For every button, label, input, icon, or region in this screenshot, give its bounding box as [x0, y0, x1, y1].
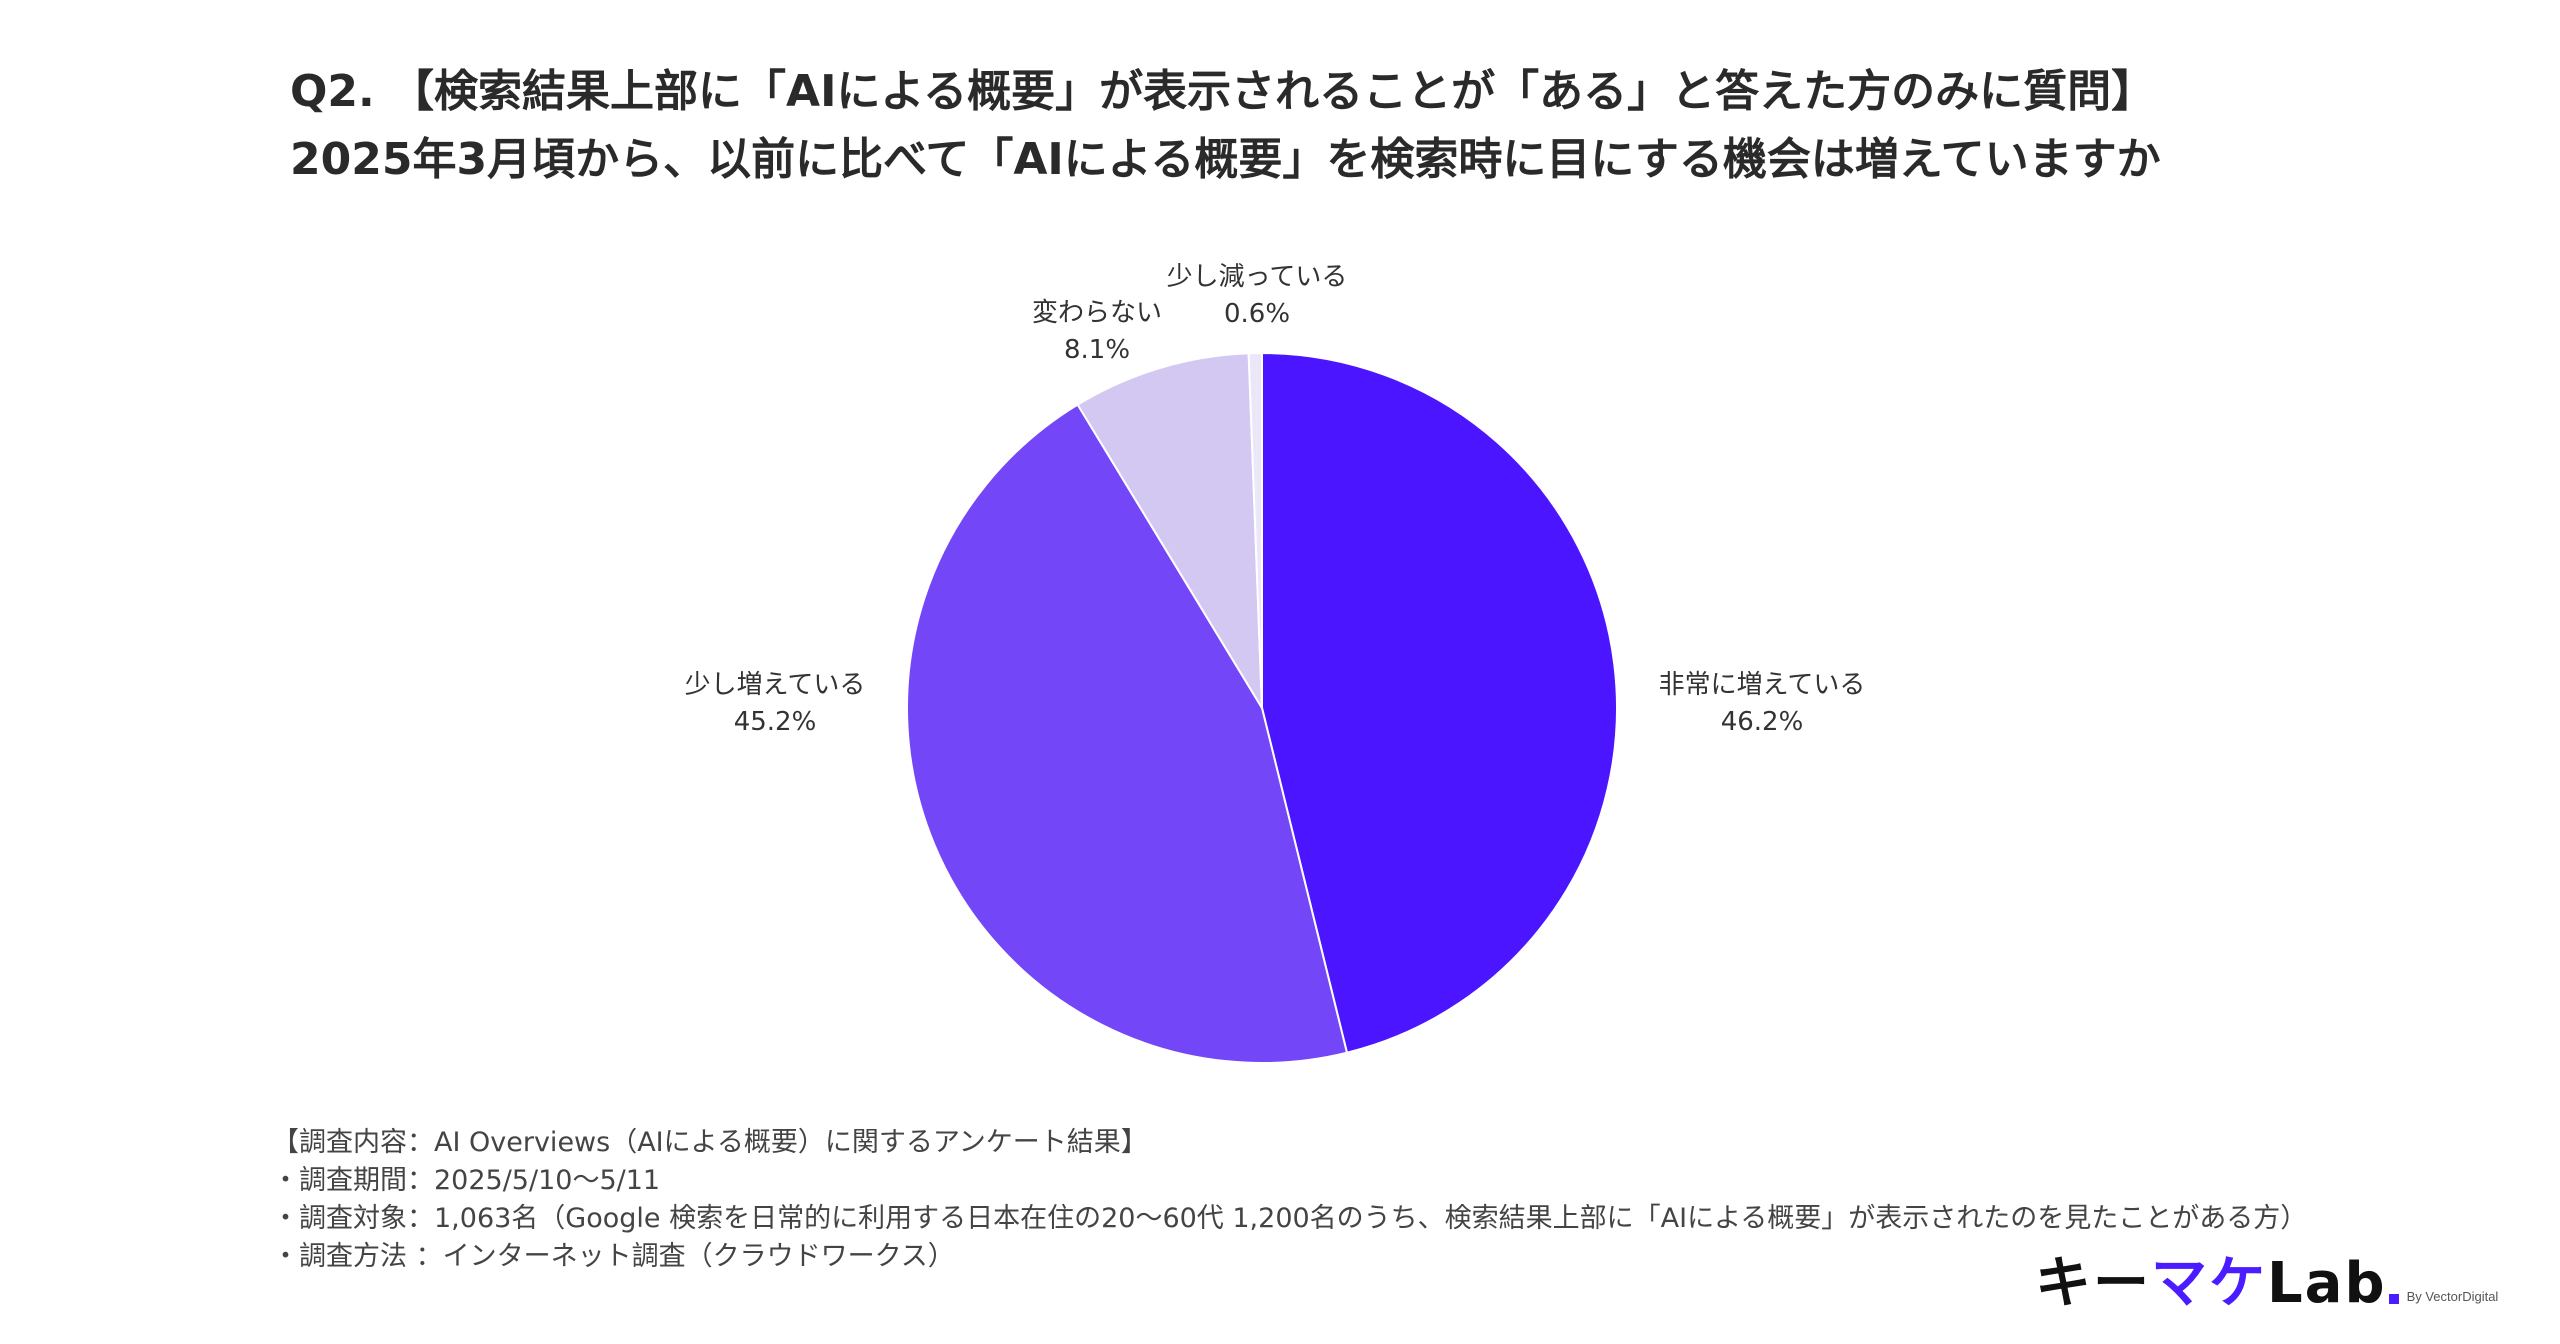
pie-slices — [906, 351, 1618, 1064]
slice-value-label-3: 8.1% — [1064, 335, 1130, 365]
logo-text: キーマケLab — [2035, 1254, 2387, 1314]
logo-dot-icon — [2388, 1294, 2399, 1304]
slice-label-4: 少し減っている — [1167, 262, 1348, 292]
slice-label-3: 変わらない — [1032, 298, 1162, 328]
pie-labels: 非常に増えている 46.2% 少し増えている 45.2% 変わらない 8.1% 少し減ってい… — [685, 262, 1866, 737]
title-line-1: Q2. 【検索結果上部に「AIによる概要」が表示されることが「ある」と答えた方の… — [290, 66, 2156, 117]
logo-text-prefix: キー — [2035, 1251, 2151, 1316]
pie-slice-1 — [1261, 351, 1618, 1054]
slice-label-1: 非常に増えている — [1659, 670, 1866, 700]
note-survey-target: ・調査対象：1,063名（Google 検索を日常的に利用する日本在住の20〜6… — [272, 1203, 2308, 1234]
pie-slice-4 — [1247, 351, 1263, 709]
logo-text-suffix: Lab — [2267, 1251, 2387, 1316]
title-line-2: 2025年3月頃から、以前に比べて「AIによる概要」を検索時に目にする機会は増え… — [290, 134, 2161, 185]
pie-slice-3 — [1076, 352, 1264, 712]
survey-notes: 【調査内容：AI Overviews（AIによる概要）に関するアンケート結果】 … — [272, 1124, 2372, 1276]
slice-value-label-2: 45.2% — [734, 707, 817, 737]
slice-label-2: 少し増えている — [685, 670, 866, 700]
slice-value-label-4: 0.6% — [1224, 299, 1290, 329]
note-survey-content: 【調査内容：AI Overviews（AIによる概要）に関するアンケート結果】 — [272, 1127, 1148, 1158]
pie-slice-2 — [906, 403, 1349, 1064]
note-survey-period: ・調査期間：2025/5/10〜5/11 — [272, 1165, 661, 1196]
note-survey-method: ・調査方法 ：インターネット調査（クラウドワークス） — [272, 1241, 955, 1272]
logo-text-accent: マケ — [2151, 1251, 2267, 1316]
chart-title: Q2. 【検索結果上部に「AIによる概要」が表示されることが「ある」と答えた方の… — [290, 58, 2390, 194]
logo-byline: By VectorDigital — [2406, 1289, 2499, 1304]
slice-value-label-1: 46.2% — [1721, 707, 1804, 737]
brand-logo: キーマケLab By VectorDigital — [2035, 1250, 2498, 1314]
